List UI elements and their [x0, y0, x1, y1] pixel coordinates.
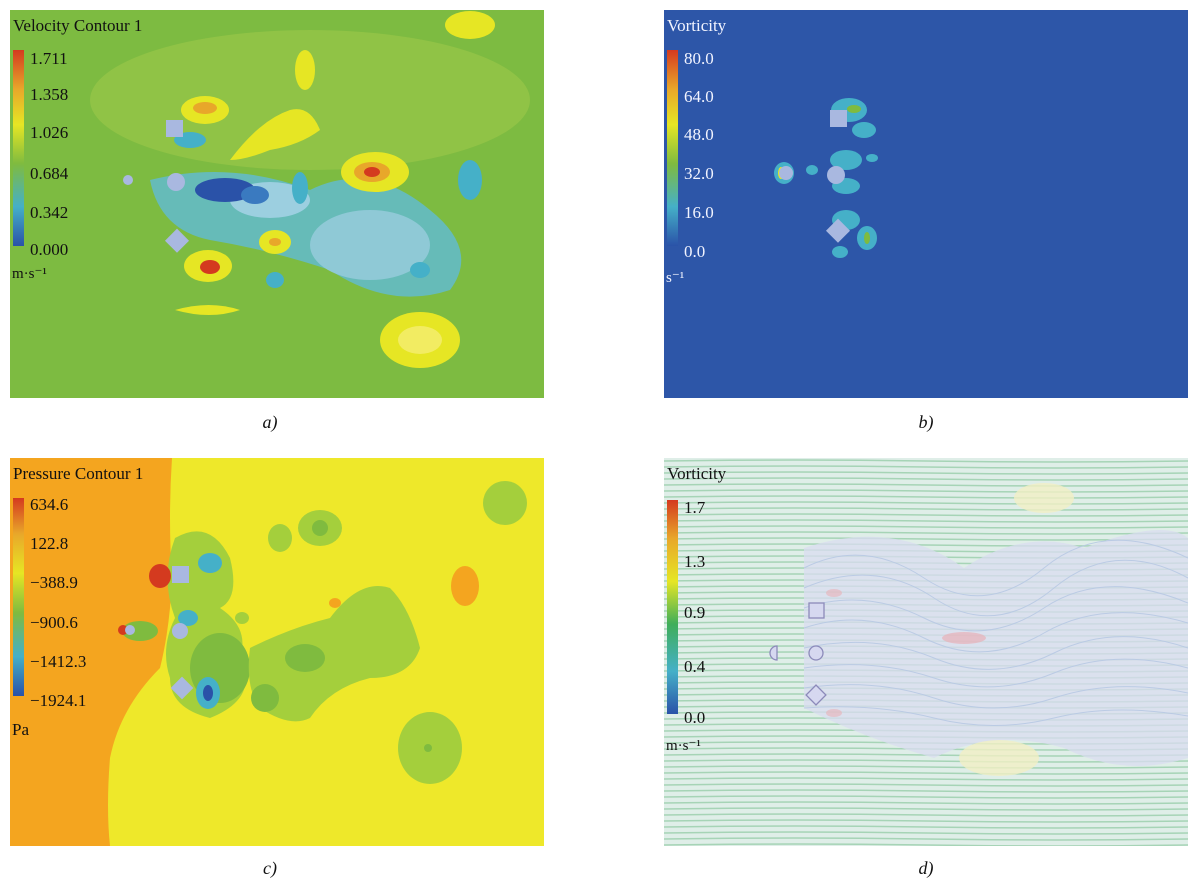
colorbar-tick-label: 80.0: [684, 49, 714, 68]
colorbar-tick-label: 634.6: [30, 495, 69, 514]
colorbar-tick-label: −1924.1: [30, 691, 87, 710]
pressure-contour-panel: Pressure Contour 1 634.6 122.8 −388.9 −9…: [10, 458, 544, 846]
colorbar-tick-label: 0.9: [684, 603, 706, 622]
panel-title: Pressure Contour 1: [13, 464, 144, 483]
colorbar-unit: s⁻¹: [666, 270, 685, 286]
colorbar-unit: m·s⁻¹: [12, 266, 47, 282]
velocity-contour-panel: Velocity Contour 1 1.711 1.358 1.026 0.6…: [10, 10, 544, 398]
pressure-contour-plot: [10, 458, 544, 846]
colorbar-tick-label: 0.684: [30, 164, 69, 183]
colorbar-unit: m·s⁻¹: [666, 738, 701, 754]
panel-title: Vorticity: [667, 464, 727, 483]
colorbar-tick-label: 0.342: [30, 203, 69, 222]
colorbar-tick-label: 48.0: [684, 125, 714, 144]
color-bar: [667, 50, 678, 246]
colorbar-tick-label: −1412.3: [30, 652, 87, 671]
color-bar: [667, 500, 678, 714]
colorbar-tick-label: 1.7: [684, 498, 706, 517]
panel-title: Vorticity: [667, 16, 727, 35]
colorbar-tick-label: 1.358: [30, 85, 69, 104]
colorbar-tick-label: −388.9: [30, 573, 78, 592]
color-bar: [13, 498, 24, 696]
streamline-plot: [664, 458, 1188, 846]
colorbar-tick-label: 0.000: [30, 240, 69, 259]
panel-caption: c): [263, 858, 277, 878]
colorbar-tick-label: 64.0: [684, 87, 714, 106]
vorticity-contour-plot: [664, 10, 1188, 398]
colorbar-tick-label: 1.026: [30, 123, 69, 142]
colorbar-tick-label: 1.711: [30, 49, 68, 68]
panel-caption: d): [918, 858, 934, 878]
colorbar-tick-label: 16.0: [684, 203, 714, 222]
panel-caption: a): [262, 412, 278, 432]
velocity-contour-plot: [10, 10, 544, 398]
colorbar-tick-label: −900.6: [30, 613, 78, 632]
color-bar: [13, 50, 24, 246]
streamline-panel: Vorticity 1.7 1.3 0.9 0.4 0.0 m·s⁻¹: [664, 458, 1188, 846]
colorbar-tick-label: 0.0: [684, 242, 706, 261]
colorbar-tick-label: 122.8: [30, 534, 69, 553]
colorbar-tick-label: 0.4: [684, 657, 706, 676]
vorticity-panel: Vorticity 80.0 64.0 48.0 32.0 16.0 0.0 s…: [664, 10, 1188, 398]
colorbar-tick-label: 32.0: [684, 164, 714, 183]
colorbar-unit: Pa: [12, 720, 29, 739]
colorbar-tick-label: 0.0: [684, 708, 706, 727]
panel-title: Velocity Contour 1: [13, 16, 143, 35]
colorbar-tick-label: 1.3: [684, 552, 706, 571]
panel-caption: b): [918, 412, 934, 432]
